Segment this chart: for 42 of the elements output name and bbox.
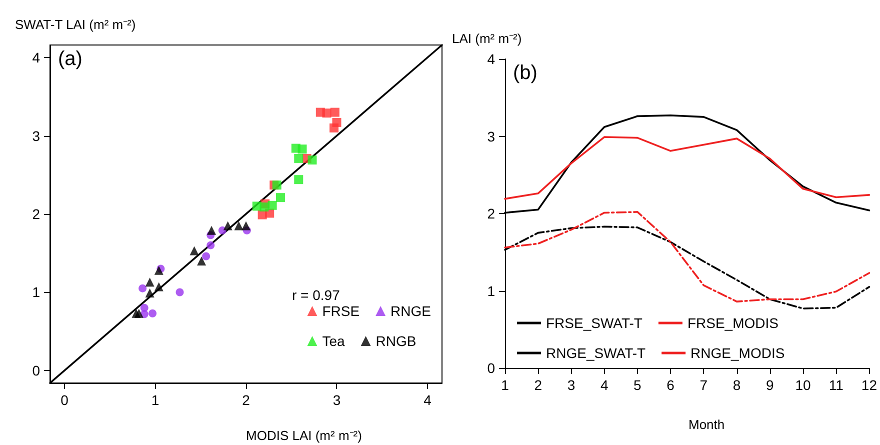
x-tick-label: 5 xyxy=(634,377,642,393)
x-tick-label: 10 xyxy=(795,377,811,393)
y-tick-label: 0 xyxy=(487,360,496,376)
x-tick-label: 4 xyxy=(424,392,432,408)
y-axis-title: SWAT-T LAI (m² m⁻²) xyxy=(15,17,136,32)
x-tick-label: 1 xyxy=(501,377,510,393)
annotation: r = 0.97 xyxy=(292,287,340,303)
x-tick-label: 0 xyxy=(60,392,69,408)
x-tick-label: 2 xyxy=(242,392,250,408)
chart-title: (b) xyxy=(513,62,538,84)
x-tick-label: 8 xyxy=(732,377,741,393)
x-tick-label: 7 xyxy=(700,377,708,393)
x-tick-label: 6 xyxy=(666,377,675,393)
y-tick-label: 3 xyxy=(32,128,40,144)
x-tick-label: 3 xyxy=(332,392,341,408)
y-tick-label: 3 xyxy=(487,128,496,144)
legend-label: RNGE_SWAT-T xyxy=(546,345,646,361)
y-tick-label: 4 xyxy=(487,51,496,67)
y-tick-label: 0 xyxy=(32,362,40,378)
x-tick-label: 3 xyxy=(567,377,576,393)
legend-label: FRSE xyxy=(322,303,360,319)
chart-title: (a) xyxy=(58,48,82,70)
y-axis-title: LAI (m² m⁻²) xyxy=(452,31,522,46)
y-tick-label: 2 xyxy=(487,206,496,222)
y-tick-label: 2 xyxy=(32,206,40,222)
legend-label: FRSE_MODIS xyxy=(687,315,778,331)
y-tick-label: 1 xyxy=(487,282,496,299)
x-tick-label: 2 xyxy=(534,377,542,393)
legend-label: Tea xyxy=(322,333,345,349)
x-axis-title: MODIS LAI (m² m⁻²) xyxy=(246,428,362,443)
legend-label: RNGE_MODIS xyxy=(690,345,785,361)
legend-label: RNGE xyxy=(390,303,432,319)
y-tick-label: 4 xyxy=(32,50,40,66)
x-axis-title: Month xyxy=(688,417,725,432)
x-tick-label: 11 xyxy=(828,377,844,393)
x-tick-label: 1 xyxy=(151,392,160,408)
x-tick-label: 9 xyxy=(766,377,774,393)
x-tick-label: 12 xyxy=(861,377,878,393)
legend-label: RNGB xyxy=(376,333,416,349)
y-tick-label: 1 xyxy=(32,284,40,300)
x-tick-label: 4 xyxy=(600,377,608,393)
legend-label: FRSE_SWAT-T xyxy=(546,315,643,331)
